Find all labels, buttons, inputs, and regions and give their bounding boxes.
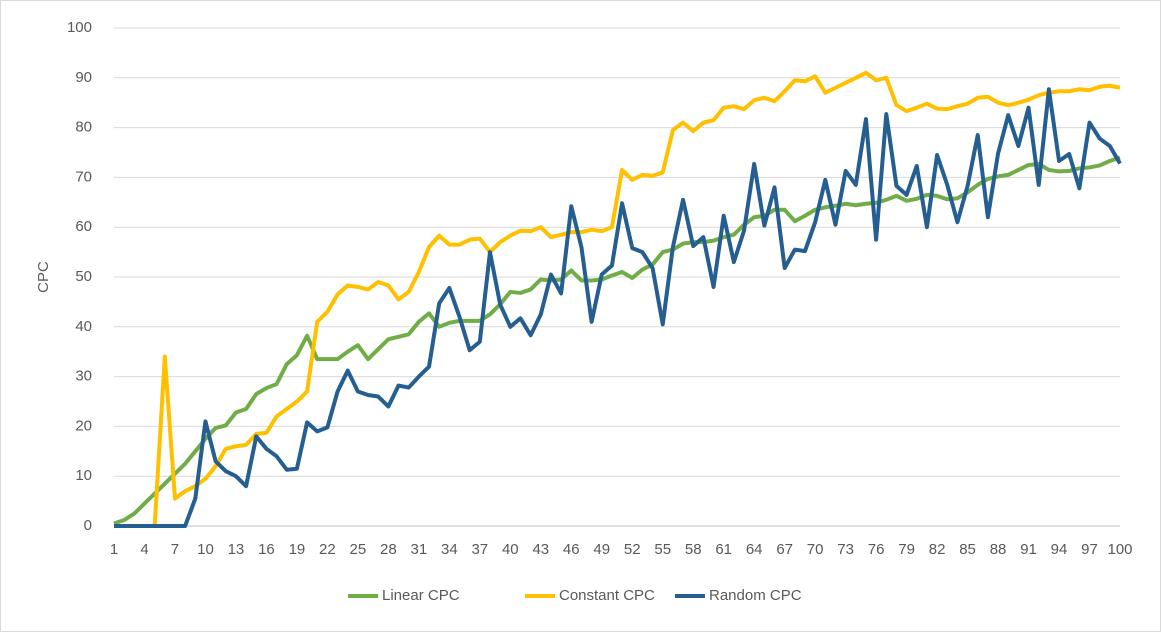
y-tick-label: 0 xyxy=(84,517,92,534)
x-tick-label: 58 xyxy=(685,541,702,558)
x-tick-label: 55 xyxy=(654,541,671,558)
x-tick-label: 4 xyxy=(140,541,148,558)
legend-label: Constant CPC xyxy=(559,587,655,604)
x-tick-label: 1 xyxy=(110,541,118,558)
series-line xyxy=(114,70,1121,528)
x-tick-label: 70 xyxy=(807,541,824,558)
legend-label: Linear CPC xyxy=(382,587,460,604)
x-tick-label: 52 xyxy=(624,541,641,558)
x-tick-label: 76 xyxy=(868,541,885,558)
x-tick-label: 28 xyxy=(380,541,397,558)
x-tick-label: 25 xyxy=(350,541,367,558)
y-tick-label: 80 xyxy=(75,119,92,136)
x-tick-label: 40 xyxy=(502,541,519,558)
x-tick-label: 79 xyxy=(898,541,915,558)
x-tick-label: 19 xyxy=(289,541,306,558)
y-tick-label: 50 xyxy=(75,268,92,285)
y-tick-label: 90 xyxy=(75,69,92,86)
x-tick-label: 49 xyxy=(593,541,610,558)
x-tick-label: 22 xyxy=(319,541,336,558)
y-tick-label: 30 xyxy=(75,368,92,385)
x-tick-label: 73 xyxy=(837,541,854,558)
x-tick-label: 43 xyxy=(532,541,549,558)
x-tick-label: 31 xyxy=(411,541,428,558)
y-tick-label: 10 xyxy=(75,467,92,484)
x-tick-label: 94 xyxy=(1051,541,1068,558)
x-tick-label: 82 xyxy=(929,541,946,558)
x-tick-label: 34 xyxy=(441,541,458,558)
x-tick-label: 7 xyxy=(171,541,179,558)
x-tick-label: 67 xyxy=(776,541,793,558)
x-tick-label: 88 xyxy=(990,541,1007,558)
x-tick-label: 97 xyxy=(1081,541,1098,558)
x-tick-label: 37 xyxy=(471,541,488,558)
x-tick-label: 46 xyxy=(563,541,580,558)
x-tick-label: 13 xyxy=(228,541,245,558)
x-tick-label: 100 xyxy=(1107,541,1132,558)
x-tick-label: 16 xyxy=(258,541,275,558)
y-tick-label: 70 xyxy=(75,168,92,185)
y-tick-label: 40 xyxy=(75,318,92,335)
x-tick-label: 10 xyxy=(197,541,214,558)
x-tick-label: 61 xyxy=(715,541,732,558)
y-tick-label: 60 xyxy=(75,218,92,235)
x-tick-label: 85 xyxy=(959,541,976,558)
y-axis-label: CPC xyxy=(35,261,52,293)
legend-label: Random CPC xyxy=(709,587,802,604)
x-tick-label: 91 xyxy=(1020,541,1037,558)
x-tick-label: 64 xyxy=(746,541,763,558)
series-line xyxy=(114,87,1122,528)
y-tick-label: 100 xyxy=(67,19,92,36)
y-tick-label: 20 xyxy=(75,417,92,434)
